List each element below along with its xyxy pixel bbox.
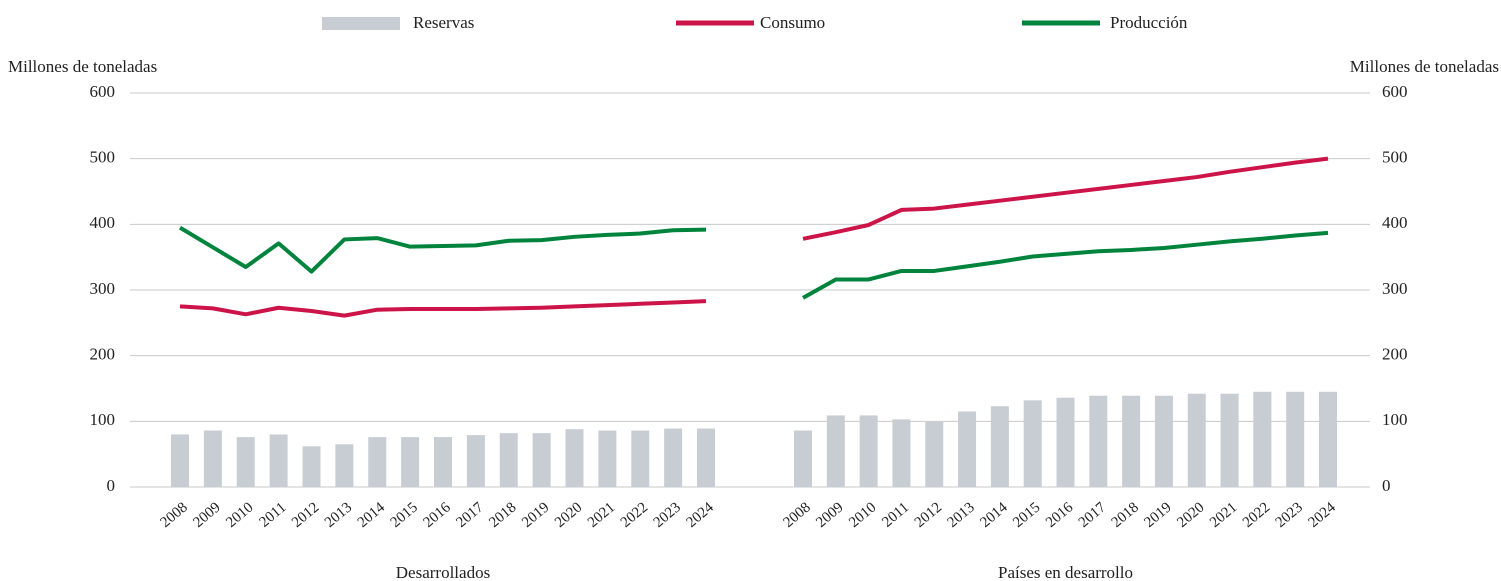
bar (1089, 395, 1108, 487)
line (802, 156, 1329, 241)
bar (1023, 400, 1042, 487)
bar (236, 437, 255, 487)
panel-label: Países en desarrollo (998, 563, 1133, 581)
x-tick-label: 2017 (453, 499, 487, 531)
x-tick-label: 2023 (651, 499, 684, 531)
bar (434, 437, 452, 487)
x-tick-label: 2020 (1174, 499, 1207, 531)
bar (1220, 393, 1239, 487)
x-tick-label: 2016 (1043, 499, 1077, 531)
bar (532, 433, 551, 487)
bar (565, 429, 584, 487)
y-tick-label-left: 500 (90, 148, 116, 167)
x-tick-label: 2008 (158, 499, 191, 531)
bar (368, 437, 387, 487)
bar (302, 446, 321, 487)
panel-label: Desarrollados (396, 563, 490, 581)
bar (1187, 393, 1206, 487)
bar (794, 430, 812, 487)
x-tick-label: 2012 (289, 499, 322, 531)
bar (598, 430, 617, 487)
bar (203, 430, 222, 487)
x-tick-label: 2008 (781, 499, 814, 531)
y-tick-label-right: 100 (1382, 410, 1408, 429)
x-tick-label: 2019 (519, 499, 552, 531)
x-tick-label: 2021 (585, 499, 618, 531)
bar (1122, 395, 1141, 487)
legend-label: Producción (1110, 13, 1188, 32)
bar (1154, 395, 1173, 487)
y-tick-label-left: 300 (90, 279, 116, 298)
y-tick-label-right: 200 (1382, 345, 1408, 364)
x-tick-label: 2018 (1109, 499, 1142, 531)
bar (1286, 391, 1305, 487)
bar (335, 444, 354, 487)
x-tick-label: 2024 (684, 499, 718, 531)
x-tick-label: 2022 (1240, 499, 1273, 531)
line (179, 299, 707, 318)
x-tick-label: 2023 (1273, 499, 1306, 531)
x-tick-label: 2014 (355, 499, 389, 531)
x-tick-label: 2024 (1306, 499, 1340, 531)
bar (269, 434, 288, 487)
bar (697, 428, 715, 487)
x-tick-label: 2010 (846, 499, 879, 531)
legend-label: Consumo (760, 13, 825, 32)
bar (631, 430, 650, 487)
bar (401, 437, 420, 487)
x-tick-label: 2011 (879, 499, 912, 530)
x-tick-label: 2009 (190, 499, 223, 531)
bar (1253, 391, 1272, 487)
x-tick-label: 2018 (486, 499, 519, 531)
bar (892, 419, 911, 487)
x-tick-label: 2016 (421, 499, 455, 531)
bar (466, 435, 485, 487)
y-tick-label-right: 0 (1382, 476, 1391, 495)
x-tick-label: 2013 (945, 499, 978, 531)
y-tick-label-left: 400 (90, 213, 116, 232)
x-tick-label: 2010 (223, 499, 256, 531)
x-tick-label: 2013 (322, 499, 355, 531)
bar (859, 415, 878, 487)
bar (925, 421, 944, 487)
x-tick-label: 2015 (1010, 499, 1043, 531)
x-tick-label: 2009 (813, 499, 846, 531)
bar (826, 415, 845, 487)
y-tick-label-left: 200 (90, 345, 116, 364)
line (802, 230, 1329, 300)
x-tick-label: 2021 (1207, 499, 1240, 531)
x-tick-label: 2014 (977, 499, 1011, 531)
y-axis-label-right: Millones de toneladas (1350, 57, 1499, 76)
bar (1056, 397, 1075, 487)
bar (990, 406, 1009, 487)
x-tick-label: 2012 (912, 499, 945, 531)
y-axis-label-left: Millones de toneladas (8, 57, 157, 76)
x-tick-label: 2020 (552, 499, 585, 531)
bar (1319, 391, 1337, 487)
bar (664, 428, 683, 487)
y-tick-label-right: 600 (1382, 82, 1408, 101)
legend-label: Reservas (413, 13, 474, 32)
y-tick-label-right: 500 (1382, 148, 1408, 167)
x-tick-label: 2019 (1141, 499, 1174, 531)
y-tick-label-right: 300 (1382, 279, 1408, 298)
bar (958, 411, 977, 487)
bar (499, 433, 518, 487)
bar (171, 434, 189, 487)
x-tick-label: 2015 (388, 499, 421, 531)
y-tick-label-left: 0 (107, 476, 116, 495)
x-tick-label: 2011 (257, 499, 290, 530)
y-tick-label-left: 100 (90, 410, 116, 429)
y-tick-label-right: 400 (1382, 213, 1408, 232)
legend-swatch (322, 17, 400, 30)
x-tick-label: 2017 (1076, 499, 1110, 531)
x-tick-label: 2022 (618, 499, 651, 531)
line (178, 225, 707, 274)
y-tick-label-left: 600 (90, 82, 116, 101)
